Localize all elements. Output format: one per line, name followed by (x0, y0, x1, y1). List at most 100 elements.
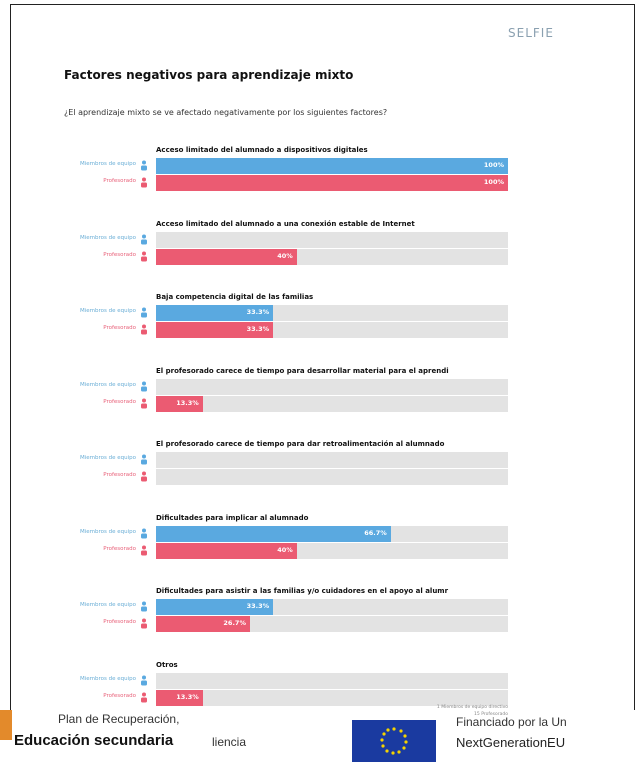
row-label: Profesorado (103, 251, 136, 258)
person-icon (141, 528, 147, 538)
row-label: Profesorado (103, 398, 136, 405)
bar-track (156, 378, 508, 395)
row-label: Profesorado (103, 325, 136, 331)
page-title: Factores negativos para aprendizaje mixt… (64, 68, 354, 82)
row-label: Miembros de equipo (80, 455, 136, 461)
teachers-row: Profesorado 40% (60, 542, 510, 559)
data-label: 100% (483, 178, 504, 186)
footer: Plan de Recuperación, liencia Educación … (0, 708, 637, 767)
row-label: Miembros de equipo (80, 381, 136, 388)
bar-track: 33.3% (156, 599, 508, 615)
factor-label: El profesorado carece de tiempo para des… (156, 366, 449, 375)
person-icon (141, 601, 147, 612)
bar-track (156, 672, 508, 689)
data-bar: 33.3% (156, 322, 274, 338)
bar-track: 13.3% (156, 689, 508, 706)
bar-track: 33.3% (156, 305, 508, 321)
eu-flag-icon (352, 720, 436, 762)
factor-label: Acceso limitado del alumnado a dispositi… (156, 146, 368, 154)
row-label: Miembros de equipo (80, 234, 136, 241)
nextgeneration-text: NextGenerationEU (456, 735, 566, 750)
factor-block: Dificultades para implicar al alumnado Mi… (60, 514, 510, 564)
spain-flag-icon (0, 710, 12, 740)
factor-label: Dificultades para implicar al alumnado (156, 513, 309, 522)
person-icon (141, 692, 147, 702)
data-bar: 33.3% (156, 305, 274, 321)
data-bar: 66.7% (156, 525, 391, 542)
data-bar: 13.3% (156, 689, 203, 706)
bar-track (156, 452, 508, 468)
education-level-label: Educación secundaria (14, 732, 174, 749)
plan-recuperacion-text: Plan de Recuperación, (58, 712, 180, 726)
factor-block: Dificultades para asistir a las familias… (60, 587, 510, 637)
person-icon (141, 545, 147, 555)
bar-track (156, 231, 508, 248)
team-row: Miembros de equipo (60, 231, 510, 248)
data-label: 13.3% (176, 692, 199, 701)
data-label: 33.3% (246, 602, 270, 610)
teachers-row: Profesorado 100% (60, 175, 510, 191)
page-subtitle: ¿El aprendizaje mixto se ve afectado neg… (64, 108, 388, 117)
data-label: 13.3% (176, 398, 199, 407)
teachers-row: Profesorado 33.3% (60, 322, 510, 338)
team-row: Miembros de equipo 66.7% (60, 525, 510, 542)
data-bar: 40% (156, 248, 297, 265)
data-bar: 100% (156, 175, 508, 191)
bar-track: 100% (156, 175, 508, 191)
source-line-2: 15 Profesorado (474, 712, 508, 717)
factor-block: El profesorado carece de tiempo para des… (60, 367, 510, 417)
data-label: 66.7% (364, 528, 387, 537)
bar-track: 40% (156, 542, 508, 559)
row-label: Miembros de equipo (80, 528, 136, 535)
document-frame (10, 4, 635, 710)
person-icon (141, 160, 147, 171)
data-label: 26.7% (223, 619, 246, 627)
factor-label: Baja competencia digital de las familias (156, 293, 314, 301)
row-label: Profesorado (103, 545, 136, 552)
person-icon (141, 307, 147, 318)
person-icon (141, 398, 147, 408)
teachers-row: Profesorado 26.7% (60, 616, 510, 632)
teachers-row: Profesorado 13.3% (60, 395, 510, 412)
person-icon (141, 675, 147, 685)
row-label: Profesorado (103, 472, 136, 478)
row-label: Profesorado (103, 178, 136, 184)
row-label: Miembros de equipo (80, 602, 136, 608)
bar-track (156, 469, 508, 485)
bar-track: 40% (156, 248, 508, 265)
bar-track: 13.3% (156, 395, 508, 412)
bar-track: 66.7% (156, 525, 508, 542)
data-label: 33.3% (246, 308, 270, 316)
bar-track: 26.7% (156, 616, 508, 632)
financiado-text: Financiado por la Un (456, 715, 567, 729)
factor-label: Dificultades para asistir a las familias… (156, 587, 449, 595)
person-icon (141, 471, 147, 482)
factor-label: Otros (156, 660, 178, 669)
factor-block: Acceso limitado del alumnado a una conex… (60, 220, 510, 270)
person-icon (141, 234, 147, 244)
data-label: 100% (483, 161, 504, 169)
chart-source: 1 Miembros de equipo directivo 15 Profes… (408, 704, 508, 718)
data-bar: 13.3% (156, 395, 203, 412)
person-icon (141, 251, 147, 261)
row-label: Miembros de equipo (80, 308, 136, 314)
factor-block: Baja competencia digital de las familias… (60, 293, 510, 343)
person-icon (141, 324, 147, 335)
team-row: Miembros de equipo 100% (60, 158, 510, 174)
bar-track: 100% (156, 158, 508, 174)
team-row: Miembros de equipo 33.3% (60, 599, 510, 615)
teachers-row: Profesorado (60, 469, 510, 485)
data-label: 40% (277, 251, 293, 260)
row-label: Miembros de equipo (80, 675, 136, 682)
data-bar: 33.3% (156, 599, 274, 615)
team-row: Miembros de equipo (60, 378, 510, 395)
factor-block: Acceso limitado del alumnado a dispositi… (60, 146, 510, 196)
data-label: 33.3% (246, 325, 270, 333)
person-icon (141, 618, 147, 629)
row-label: Profesorado (103, 692, 136, 699)
plan-resiliencia-text: liencia (212, 735, 247, 749)
factor-label: Acceso limitado del alumnado a una conex… (156, 219, 415, 228)
factor-block: El profesorado carece de tiempo para dar… (60, 440, 510, 490)
source-line-1: 1 Miembros de equipo directivo (436, 705, 508, 710)
person-icon (141, 454, 147, 465)
